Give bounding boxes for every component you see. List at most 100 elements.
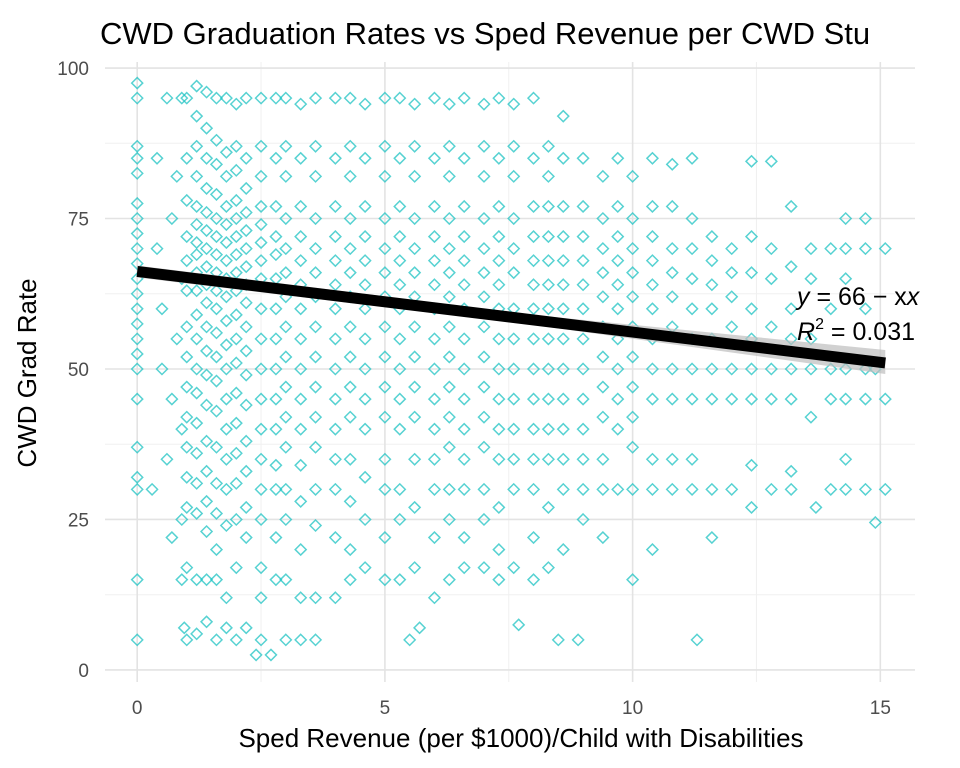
data-point	[269, 248, 283, 262]
data-point	[180, 561, 194, 575]
data-point	[219, 236, 233, 250]
data-point	[442, 211, 456, 226]
y-tick-label: 0	[78, 661, 89, 682]
data-point	[576, 512, 590, 527]
data-point	[209, 440, 224, 454]
data-point	[685, 151, 699, 165]
data-point	[492, 91, 506, 105]
data-point	[541, 302, 555, 316]
data-point	[626, 482, 640, 496]
data-point	[254, 236, 268, 250]
data-point	[229, 332, 243, 346]
data-point	[308, 440, 323, 454]
data-point	[199, 320, 214, 334]
data-point	[556, 362, 570, 376]
data-point	[308, 91, 323, 105]
data-point	[229, 356, 243, 370]
regression-line-group	[136, 265, 886, 374]
data-point	[279, 91, 293, 105]
data-point	[507, 332, 521, 346]
data-point	[269, 422, 283, 436]
data-point	[343, 91, 357, 105]
data-point	[596, 290, 610, 304]
data-point	[209, 350, 224, 364]
data-point	[358, 97, 372, 111]
data-point	[393, 482, 407, 496]
data-point	[556, 332, 570, 346]
data-point	[269, 230, 283, 244]
data-point	[725, 242, 739, 256]
data-point	[219, 362, 233, 376]
data-point	[294, 633, 308, 647]
data-point	[427, 530, 442, 545]
data-point	[408, 242, 422, 256]
data-point	[393, 91, 407, 105]
data-point	[526, 151, 541, 165]
data-point	[130, 151, 144, 165]
data-point	[308, 266, 323, 280]
data-point	[358, 199, 372, 214]
data-point	[199, 151, 214, 165]
data-point	[199, 260, 214, 274]
data-point	[541, 278, 555, 292]
data-point	[269, 332, 283, 346]
data-point	[393, 230, 407, 244]
data-point	[294, 332, 308, 346]
data-point	[294, 230, 308, 244]
data-point	[839, 242, 853, 256]
data-point	[279, 320, 293, 334]
data-point	[269, 392, 283, 406]
y-tick-labels: 0 25 50 75 100	[57, 59, 89, 682]
data-point	[596, 242, 610, 256]
data-point	[576, 392, 590, 406]
data-point	[209, 633, 224, 647]
data-point	[556, 302, 570, 316]
data-point	[254, 302, 268, 316]
data-point	[199, 205, 214, 220]
data-point	[219, 482, 233, 496]
data-point	[180, 320, 194, 334]
data-point	[229, 163, 243, 177]
chart-title: CWD Graduation Rates vs Sped Revenue per…	[100, 16, 870, 51]
data-point	[239, 205, 253, 220]
data-point	[229, 248, 243, 262]
data-point	[190, 169, 204, 183]
data-point	[526, 392, 541, 406]
data-point	[427, 452, 442, 466]
data-point	[526, 199, 541, 214]
data-point	[878, 482, 892, 496]
data-point	[665, 199, 679, 214]
data-point	[254, 169, 268, 183]
data-point	[408, 211, 422, 226]
data-point	[180, 470, 194, 484]
data-point	[209, 248, 224, 262]
data-point	[199, 573, 214, 587]
data-point	[343, 139, 357, 153]
data-point	[199, 398, 214, 412]
data-point	[180, 230, 194, 244]
data-point	[145, 482, 159, 496]
data-point	[784, 362, 798, 376]
data-point	[858, 482, 873, 496]
data-point	[199, 223, 214, 238]
data-point	[165, 392, 179, 406]
data-point	[868, 515, 882, 530]
data-point	[556, 482, 570, 496]
data-point	[294, 151, 308, 165]
data-point	[269, 482, 283, 496]
data-point	[442, 266, 456, 280]
data-point	[744, 362, 759, 376]
data-point	[427, 422, 442, 436]
data-point	[551, 633, 565, 647]
data-point	[556, 109, 570, 123]
data-point	[180, 254, 194, 268]
data-point	[685, 452, 699, 466]
data-point	[308, 169, 323, 183]
data-point	[685, 482, 699, 496]
data-point	[378, 139, 392, 153]
data-point	[239, 223, 253, 238]
data-point	[596, 380, 610, 394]
data-point	[858, 211, 873, 226]
data-point	[626, 410, 640, 424]
data-point	[556, 422, 570, 436]
